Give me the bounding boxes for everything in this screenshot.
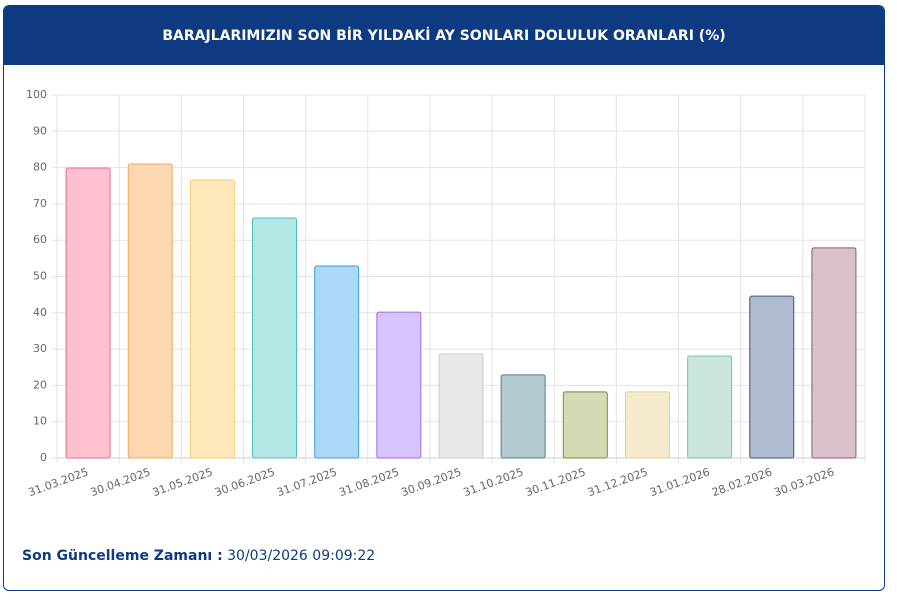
x-tick-label: 31.12.2025 [586, 465, 650, 499]
bar [127, 163, 173, 459]
x-tick-label: 31.05.2025 [151, 465, 215, 499]
bar [438, 353, 484, 459]
bar [189, 179, 235, 459]
bar [749, 295, 795, 459]
bar [500, 374, 546, 459]
x-tick-label: 30.06.2025 [213, 465, 277, 499]
bar [314, 265, 360, 459]
bar [376, 311, 422, 459]
bar [562, 391, 608, 459]
y-tick-label: 100 [26, 88, 47, 101]
x-tick-label: 31.03.2025 [26, 465, 90, 499]
x-tick-label: 28.02.2026 [710, 465, 774, 499]
y-tick-label: 20 [33, 378, 47, 391]
x-tick-label: 31.01.2026 [648, 465, 712, 499]
footer-label: Son Güncelleme Zamanı : [22, 548, 223, 564]
x-tick-label: 31.07.2025 [275, 465, 339, 499]
x-tick-label: 30.09.2025 [399, 465, 463, 499]
x-tick-label: 31.10.2025 [462, 465, 526, 499]
x-tick-label: 30.04.2025 [89, 465, 153, 499]
y-tick-label: 90 [33, 124, 47, 137]
footer: Son Güncelleme Zamanı : 30/03/2026 09:09… [22, 548, 375, 564]
y-tick-label: 40 [33, 306, 47, 319]
x-tick-label: 31.08.2025 [337, 465, 401, 499]
x-tick-label: 30.11.2025 [524, 465, 588, 499]
bar [624, 391, 670, 459]
x-tick-label: 30.03.2026 [772, 465, 836, 499]
bar [65, 167, 111, 459]
y-tick-label: 30 [33, 342, 47, 355]
y-tick-label: 60 [33, 233, 47, 246]
y-tick-label: 80 [33, 161, 47, 174]
y-tick-label: 50 [33, 270, 47, 283]
card: BARAJLARIMIZIN SON BİR YILDAKİ AY SONLAR… [3, 5, 885, 591]
chart-title: BARAJLARIMIZIN SON BİR YILDAKİ AY SONLAR… [4, 6, 884, 65]
bar [252, 217, 298, 459]
bar [811, 247, 857, 459]
y-tick-label: 70 [33, 197, 47, 210]
bar [687, 355, 733, 459]
y-tick-label: 0 [40, 451, 47, 464]
footer-value: 30/03/2026 09:09:22 [227, 548, 376, 564]
y-tick-label: 10 [33, 415, 47, 428]
